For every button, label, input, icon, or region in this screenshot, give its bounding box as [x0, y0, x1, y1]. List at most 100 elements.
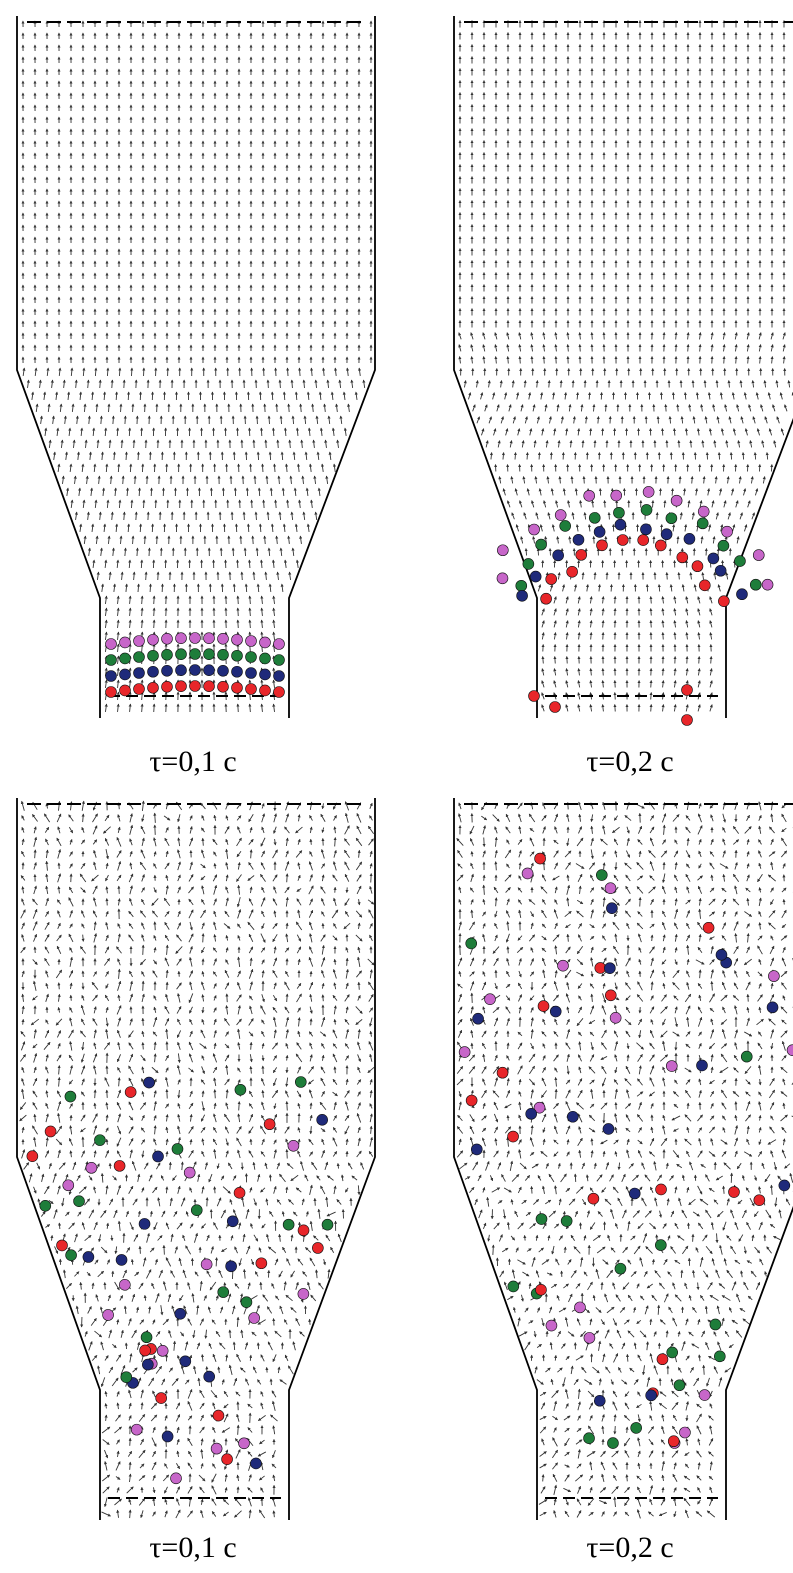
particle-violet [583, 1332, 596, 1344]
particle-navy [189, 664, 201, 676]
particle-violet [670, 494, 683, 507]
particle-violet [238, 1437, 250, 1450]
particle-green [595, 869, 608, 881]
particle-red [465, 1094, 478, 1107]
particle-violet [156, 1345, 169, 1357]
particle-green [696, 517, 709, 530]
particle-navy [645, 1389, 657, 1402]
particle-red [26, 1150, 39, 1162]
particle-red [545, 573, 558, 585]
particle-red [537, 1000, 550, 1012]
particle-green [515, 579, 528, 592]
particle-red [654, 539, 667, 552]
particle-red [535, 1284, 547, 1296]
particle-red [637, 534, 649, 546]
particle-violet [161, 633, 173, 645]
particle-green [175, 648, 187, 661]
particle-navy [179, 1355, 192, 1368]
particle-violet [245, 635, 257, 647]
particle-red [655, 1183, 667, 1196]
particle-navy [143, 1076, 155, 1089]
particle-green [217, 1286, 230, 1298]
particle-violet [496, 572, 509, 585]
particle-red [155, 1392, 167, 1404]
particle-navy [549, 1005, 562, 1018]
particle-navy [203, 1370, 215, 1383]
particle-green [161, 649, 173, 661]
particle-navy [715, 949, 728, 961]
particle-navy [683, 533, 696, 545]
particle-green [655, 1239, 667, 1251]
particle-green [64, 1090, 77, 1103]
particle-violet [102, 1309, 114, 1321]
particle-green [231, 649, 243, 662]
particle-violet [189, 632, 201, 644]
particle-navy [152, 1150, 164, 1163]
particle-navy [696, 1059, 708, 1072]
particles-4 [458, 852, 793, 1449]
particle-green [666, 1346, 679, 1359]
particle-green [583, 1432, 595, 1444]
particle-violet [259, 636, 271, 649]
caption-panel-4: τ=0,2 с [530, 1532, 730, 1564]
particle-red [753, 1194, 766, 1206]
particle-red [681, 714, 693, 726]
velocity-field-2 [458, 19, 793, 712]
particle-navy [217, 665, 229, 677]
particle-red [233, 1187, 246, 1199]
particle-violet [170, 1472, 182, 1485]
particle-violet [557, 959, 569, 972]
particle-navy [161, 665, 173, 677]
particle-red [667, 1435, 680, 1448]
particle-navy [525, 1108, 537, 1120]
particle-violet [484, 993, 496, 1005]
particle-green [535, 1213, 548, 1225]
particle-green [734, 555, 746, 567]
particle-violet [545, 1319, 558, 1332]
particle-violet [697, 505, 710, 518]
particle-violet [297, 1288, 310, 1300]
particle-navy [273, 670, 285, 682]
particle-violet [62, 1179, 75, 1192]
particle-red [139, 1344, 151, 1357]
particle-green [640, 504, 653, 516]
particle-navy [552, 549, 564, 562]
particle-navy [614, 518, 627, 531]
particle-navy [778, 1179, 791, 1192]
particle-red [203, 680, 215, 693]
particle-green [294, 1076, 307, 1088]
particle-green [190, 1204, 203, 1216]
particle-red [113, 1160, 126, 1172]
particle-green [217, 649, 229, 661]
particle-green [717, 539, 730, 552]
particle-navy [604, 962, 616, 974]
particle-red [528, 690, 540, 702]
particle-violet [528, 523, 540, 536]
particle-navy [640, 523, 652, 536]
particle-green [535, 538, 547, 551]
particle-green [740, 1050, 753, 1063]
particle-red [124, 1086, 137, 1098]
particle-violet [665, 1060, 678, 1072]
particle-green [39, 1199, 52, 1212]
particle-green [140, 1331, 153, 1344]
particle-violet [583, 489, 595, 502]
particle-navy [714, 564, 727, 577]
particle-green [234, 1083, 247, 1096]
particle-green [321, 1218, 334, 1231]
particle-navy [203, 664, 215, 677]
particle-red [245, 683, 257, 695]
particle-violet [521, 867, 534, 880]
particle-green [507, 1280, 520, 1293]
velocity-field-4 [456, 800, 793, 1519]
particle-red [616, 534, 629, 546]
caption-panel-3: τ=0,1 с [93, 1532, 293, 1564]
particle-green [120, 1371, 133, 1383]
particle-red [161, 681, 173, 693]
particle-red [604, 989, 617, 1002]
particle-navy [628, 1187, 641, 1200]
particle-violet [497, 544, 509, 557]
particle-red [133, 683, 145, 695]
particle-green [673, 1379, 686, 1392]
